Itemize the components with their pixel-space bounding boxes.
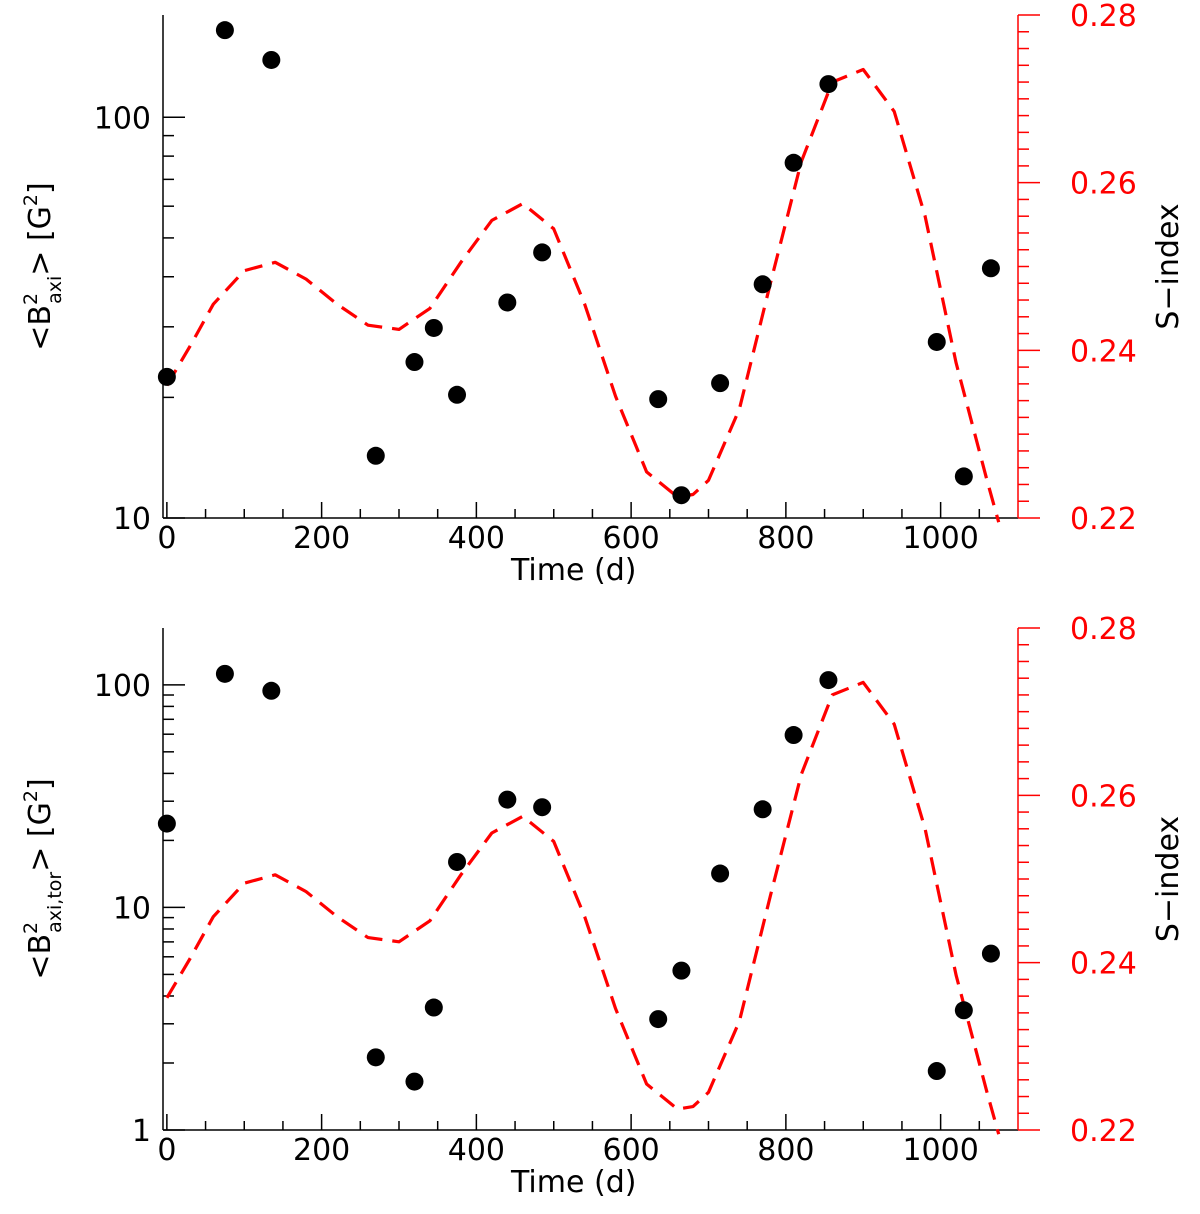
data-point <box>819 671 838 690</box>
y-tick-label: 100 <box>94 101 151 136</box>
bottom-panel: 0 200 400 600 800 1000 1 10 100 0.22 0.24 0.26 0.28 T… <box>20 612 1186 1200</box>
x-tick-label: 400 <box>448 521 505 556</box>
data-point <box>753 800 772 819</box>
data-point <box>498 790 517 809</box>
x-tick-label: 200 <box>293 521 350 556</box>
y-title-sub: axi <box>44 276 66 304</box>
x-tick-label: 200 <box>293 1133 350 1168</box>
data-point <box>784 726 803 745</box>
data-point <box>366 446 385 465</box>
y-axis-title: <B2 axi,tor> [G2] <box>20 778 66 979</box>
y-tick-label: 1 <box>132 1114 151 1149</box>
y-tick-label: 10 <box>113 502 151 537</box>
y2-axis-title: S−index <box>1151 203 1186 329</box>
y2-tick-label: 0.24 <box>1070 947 1137 982</box>
x-tick-label: 800 <box>757 521 814 556</box>
sindex-dashed-line <box>165 680 1001 1135</box>
data-point <box>954 467 973 486</box>
y2-tick-label: 0.28 <box>1070 612 1137 647</box>
data-point <box>672 486 691 505</box>
data-point <box>424 998 443 1017</box>
data-point <box>157 367 176 386</box>
data-point <box>954 1001 973 1020</box>
x-tick-label: 600 <box>602 521 659 556</box>
top-panel: 0 200 400 600 800 1000 10 100 0.22 0.24 0.26 0.28 Ti… <box>20 0 1186 588</box>
x-tick-label: 1000 <box>902 1133 978 1168</box>
x-tick-label: 0 <box>157 521 176 556</box>
y-title-sup: 2 <box>20 790 42 802</box>
y2-tick-label: 0.22 <box>1070 502 1137 537</box>
data-point <box>262 50 281 69</box>
y2-tick-label: 0.28 <box>1070 0 1137 34</box>
data-point <box>981 944 1000 963</box>
y-title-sup: 2 <box>20 293 42 305</box>
data-point <box>448 385 467 404</box>
y2-tick-label: 0.24 <box>1070 334 1137 369</box>
y-title-sub: axi,tor <box>44 872 66 933</box>
y-tick-label: 100 <box>94 669 151 704</box>
y-title-part: > [G <box>23 206 58 276</box>
data-point <box>819 75 838 94</box>
sindex-dashed-line <box>165 67 1001 523</box>
x-tick-label: 1000 <box>902 521 978 556</box>
data-point <box>262 681 281 700</box>
data-point <box>753 275 772 294</box>
data-point <box>672 961 691 980</box>
y2-tick-label: 0.26 <box>1070 779 1137 814</box>
data-point <box>533 798 552 817</box>
y2-tick-label: 0.26 <box>1070 167 1137 202</box>
data-point <box>498 293 517 312</box>
data-point <box>711 864 730 883</box>
y-title-sup: 2 <box>20 194 42 206</box>
data-point <box>448 852 467 871</box>
x-tick-label: 600 <box>602 1133 659 1168</box>
y2-axis-title: S−index <box>1151 816 1186 942</box>
data-point <box>927 1062 946 1081</box>
data-point <box>405 353 424 372</box>
data-point <box>366 1048 385 1067</box>
data-point <box>927 332 946 351</box>
y-title-part: <B <box>23 934 58 980</box>
data-point <box>649 1010 668 1029</box>
data-point <box>215 664 234 683</box>
x-axis-title: Time (d) <box>510 1165 636 1200</box>
x-tick-label: 800 <box>757 1133 814 1168</box>
data-point <box>215 21 234 40</box>
x-tick-label: 0 <box>157 1133 176 1168</box>
data-point <box>157 814 176 833</box>
y-title-part: ] <box>23 778 58 790</box>
data-point <box>533 243 552 262</box>
data-point <box>405 1072 424 1091</box>
data-point <box>649 390 668 409</box>
y2-tick-label: 0.22 <box>1070 1114 1137 1149</box>
y-axis-title: <B2 axi> [G2] <box>20 182 66 350</box>
x-tick-label: 400 <box>448 1133 505 1168</box>
data-point <box>981 259 1000 278</box>
y-tick-label: 10 <box>113 891 151 926</box>
data-point <box>424 318 443 337</box>
y-title-part: <B <box>23 305 58 351</box>
y-title-part: > [G <box>23 802 58 872</box>
y-title-sup: 2 <box>20 922 42 934</box>
data-point <box>784 153 803 172</box>
x-axis-title: Time (d) <box>510 553 636 588</box>
y-title-part: ] <box>23 182 58 194</box>
data-point <box>711 374 730 393</box>
